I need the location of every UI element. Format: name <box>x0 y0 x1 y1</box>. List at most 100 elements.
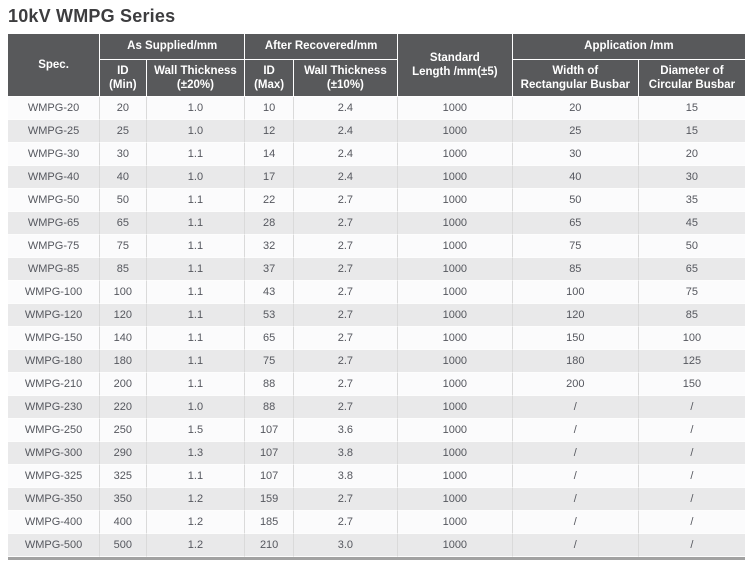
table-row: WMPG-85 85 1.1 37 2.7 1000 85 65 <box>8 258 745 281</box>
value-cell: 500 <box>100 534 147 557</box>
value-cell: 1.1 <box>146 373 246 396</box>
spec-cell: WMPG-400 <box>8 511 101 534</box>
spec-cell: WMPG-75 <box>8 235 101 258</box>
value-cell: 15 <box>638 97 745 120</box>
table-row: WMPG-50 50 1.1 22 2.7 1000 50 35 <box>8 189 745 212</box>
table-body: WMPG-20 20 1.0 10 2.4 1000 20 15 WMPG-25 25 1.0 12 2… <box>8 97 745 557</box>
table-row: WMPG-210 200 1.1 88 2.7 1000 200 150 <box>8 373 745 396</box>
value-cell: 107 <box>245 465 294 488</box>
wall-thickness-20-line2: (±20%) <box>176 79 214 91</box>
value-cell: 1.1 <box>146 143 246 166</box>
value-cell: 140 <box>100 327 147 350</box>
spec-cell: WMPG-65 <box>8 212 101 235</box>
diameter-circular-line1: Diameter of <box>660 64 724 77</box>
value-cell: 1000 <box>397 396 513 419</box>
value-cell: 1000 <box>397 304 513 327</box>
table-row: WMPG-40 40 1.0 17 2.4 1000 40 30 <box>8 166 745 189</box>
value-cell: 25 <box>100 120 147 143</box>
value-cell: 2.4 <box>293 166 398 189</box>
value-cell: 1.1 <box>146 212 246 235</box>
table-row: WMPG-400 400 1.2 185 2.7 1000// <box>8 511 745 534</box>
value-cell: 1.5 <box>146 419 246 442</box>
col-header-application: Application /mm <box>512 34 745 60</box>
value-cell: 40 <box>512 166 639 189</box>
value-cell: 37 <box>245 258 294 281</box>
value-cell: 20 <box>512 97 639 120</box>
value-cell: 1.3 <box>146 442 246 465</box>
value-cell: 1000 <box>397 120 513 143</box>
value-cell: 159 <box>245 488 294 511</box>
value-cell: 75 <box>245 350 294 373</box>
page-title: 10kV WMPG Series <box>8 6 176 26</box>
value-cell: 400 <box>100 511 147 534</box>
width-rectangular-line1: Width of <box>552 64 599 77</box>
value-cell: / <box>512 442 639 465</box>
value-cell: / <box>512 488 639 511</box>
value-cell: / <box>638 419 745 442</box>
col-header-spec: Spec. <box>8 34 101 97</box>
value-cell: 1000 <box>397 465 513 488</box>
value-cell: / <box>638 511 745 534</box>
table-row: WMPG-180 180 1.1 75 2.7 1000 180 125 <box>8 350 745 373</box>
value-cell: / <box>512 465 639 488</box>
table-row: WMPG-230 220 1.0 88 2.7 1000// <box>8 396 745 419</box>
header-row-groups: Spec. As Supplied/mm After Recovered/mm … <box>8 34 745 97</box>
spec-cell: WMPG-180 <box>8 350 101 373</box>
value-cell: 2.4 <box>293 120 398 143</box>
table-header: Spec. As Supplied/mm After Recovered/mm … <box>8 34 745 97</box>
id-max-line2: (Max) <box>254 79 285 91</box>
col-header-id-max: ID (Max) <box>245 60 294 97</box>
value-cell: 1.1 <box>146 350 246 373</box>
value-cell: 1000 <box>397 534 513 557</box>
col-header-after-recovered: After Recovered/mm <box>245 34 398 60</box>
value-cell: 3.0 <box>293 534 398 557</box>
spec-cell: WMPG-30 <box>8 143 101 166</box>
standard-length-line1: Standard <box>429 51 480 64</box>
value-cell: 50 <box>100 189 147 212</box>
spec-cell: WMPG-230 <box>8 396 101 419</box>
value-cell: 100 <box>638 327 745 350</box>
value-cell: 1000 <box>397 166 513 189</box>
value-cell: 1000 <box>397 511 513 534</box>
value-cell: 30 <box>100 143 147 166</box>
value-cell: 250 <box>100 419 147 442</box>
value-cell: 2.7 <box>293 189 398 212</box>
value-cell: / <box>638 534 745 557</box>
value-cell: 120 <box>100 304 147 327</box>
value-cell: 50 <box>638 235 745 258</box>
value-cell: 12 <box>245 120 294 143</box>
spec-cell: WMPG-150 <box>8 327 101 350</box>
value-cell: 43 <box>245 281 294 304</box>
value-cell: 65 <box>100 212 147 235</box>
value-cell: 2.7 <box>293 212 398 235</box>
header-row-subcolumns: ID (Min) Wall Thickness (±20%) ID (Max) … <box>8 60 745 97</box>
value-cell: 85 <box>512 258 639 281</box>
value-cell: 28 <box>245 212 294 235</box>
value-cell: 1.1 <box>146 327 246 350</box>
spec-cell: WMPG-40 <box>8 166 101 189</box>
value-cell: 30 <box>512 143 639 166</box>
col-header-id-min: ID (Min) <box>100 60 147 97</box>
spec-cell: WMPG-300 <box>8 442 101 465</box>
value-cell: 1.2 <box>146 511 246 534</box>
value-cell: 107 <box>245 419 294 442</box>
standard-length-line2: Length /mm(±5) <box>412 66 498 78</box>
value-cell: / <box>638 465 745 488</box>
value-cell: 325 <box>100 465 147 488</box>
value-cell: 180 <box>100 350 147 373</box>
value-cell: 88 <box>245 396 294 419</box>
value-cell: 2.7 <box>293 373 398 396</box>
value-cell: 1000 <box>397 143 513 166</box>
value-cell: 2.7 <box>293 258 398 281</box>
id-min-line2: (Min) <box>109 79 137 91</box>
value-cell: / <box>512 511 639 534</box>
value-cell: 1.0 <box>146 97 246 120</box>
value-cell: 290 <box>100 442 147 465</box>
value-cell: 20 <box>638 143 745 166</box>
spec-table: Spec. As Supplied/mm After Recovered/mm … <box>8 34 745 560</box>
spec-cell: WMPG-325 <box>8 465 101 488</box>
table-row: WMPG-75 75 1.1 32 2.7 1000 75 50 <box>8 235 745 258</box>
value-cell: 1.2 <box>146 488 246 511</box>
value-cell: 2.7 <box>293 488 398 511</box>
